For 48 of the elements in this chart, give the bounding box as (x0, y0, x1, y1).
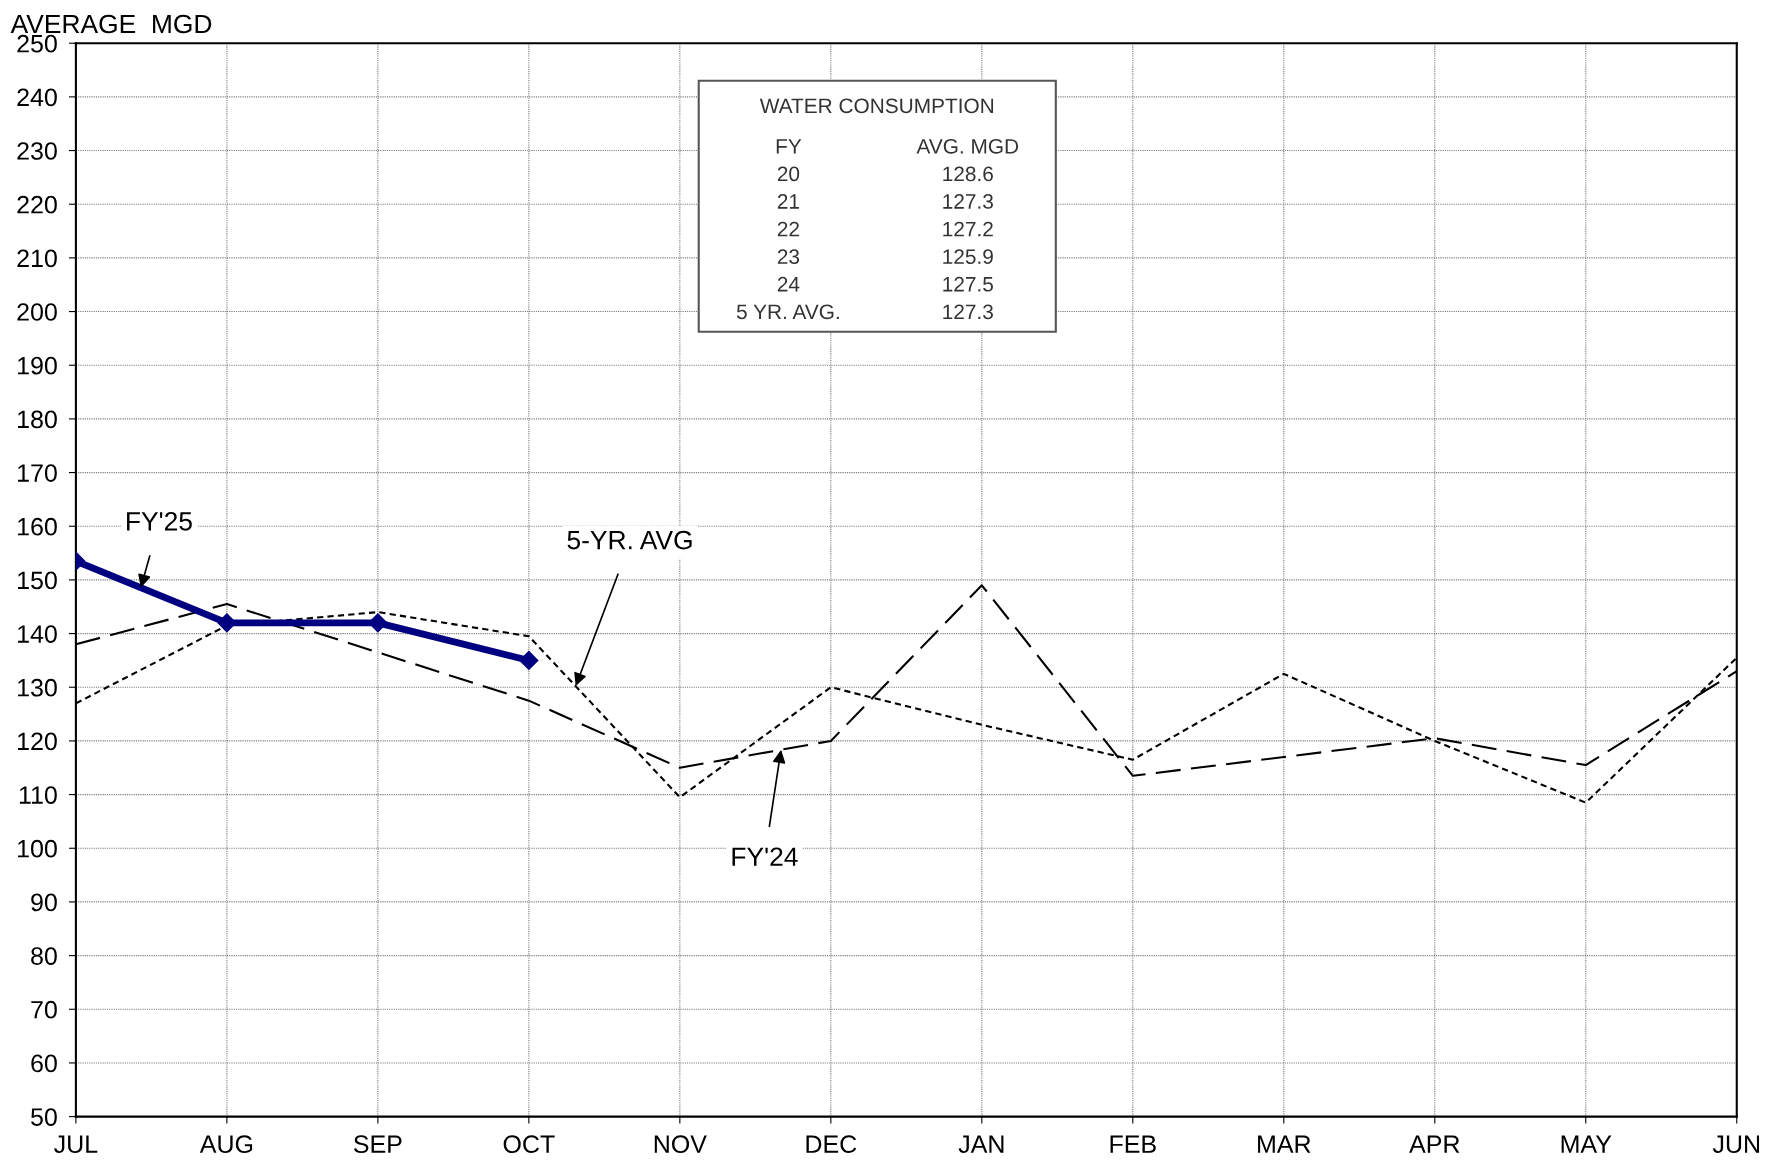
point (368, 613, 388, 633)
x-tick-label: APR (1409, 1135, 1460, 1153)
y-tick-label: 100 (18, 839, 57, 858)
x-tick-label: JUN (1712, 1135, 1760, 1154)
y-tick-label: 70 (31, 1000, 57, 1019)
text: FY AVG. MGD (776, 138, 1019, 154)
x-tick-label: MAR (1258, 1135, 1311, 1153)
y-tick-label: 160 (18, 517, 57, 536)
y-tick-label: 120 (18, 732, 57, 751)
x-tick-label: SEP (353, 1135, 402, 1154)
point (519, 650, 539, 670)
text: 5 YR. AVG. 127.3 (736, 304, 993, 320)
text: 20 128.6 (777, 166, 993, 182)
x-tick-label: AUG (199, 1135, 253, 1154)
text: 5-YR. AVG (567, 530, 692, 550)
y-tick-label: 60 (31, 1054, 57, 1073)
y-tick-label: 220 (17, 195, 57, 214)
y-tick-label: 180 (18, 410, 57, 429)
y-axis-title: AVERAGE MGD (10, 14, 212, 34)
x-tick-label: JUL (54, 1135, 98, 1154)
y-tick-label: 130 (18, 678, 57, 697)
y-tick-label: 110 (19, 786, 57, 804)
point (217, 613, 237, 633)
text: FY'24 (732, 847, 798, 866)
y-tick-label: 230 (17, 142, 57, 160)
y-tick-label: 170 (18, 464, 57, 482)
x-tick-label: DEC (806, 1135, 857, 1154)
y-tick-label: 250 (17, 34, 57, 53)
y-tick-label: 150 (18, 571, 57, 590)
series-label: FY'25 (127, 511, 192, 531)
y-tick-label: 90 (31, 893, 57, 912)
x-tick-label: JAN (958, 1135, 1004, 1154)
y-tick-label: 50 (31, 1108, 57, 1126)
annotation: WATER CONSUMPTION (759, 98, 994, 114)
text: 21 127.3 (777, 194, 993, 209)
y-tick-label: 190 (18, 356, 57, 375)
x-tick-label: OCT (503, 1135, 555, 1154)
y-tick-label: 210 (17, 249, 57, 268)
text: 24 127.5 (777, 276, 993, 292)
y-tick-label: 240 (17, 88, 57, 107)
x-tick-label: FEB (1110, 1135, 1156, 1153)
y-tick-label: 200 (17, 303, 57, 321)
x-tick-label: MAY (1561, 1135, 1612, 1153)
x-tick-label: NOV (654, 1135, 707, 1154)
y-tick-label: 140 (18, 625, 57, 643)
text: 23 125.9 (777, 249, 993, 265)
y-tick-label: 80 (31, 947, 57, 965)
text: 22 127.2 (777, 221, 993, 237)
